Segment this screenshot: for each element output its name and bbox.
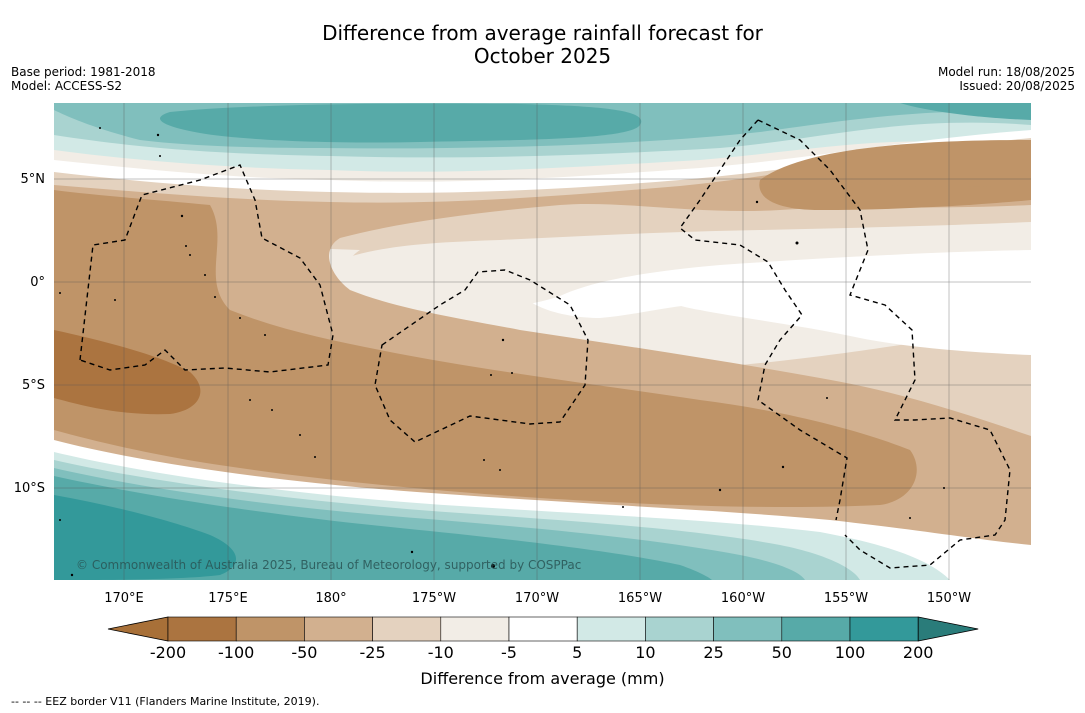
- graticule: [54, 103, 1031, 580]
- colorbar-tick-label: -200: [149, 643, 187, 662]
- lat-label-5n: 5°N: [21, 172, 46, 187]
- lon-label-170e: 170°E: [104, 591, 144, 606]
- colorbar-tick-label: -5: [501, 643, 517, 662]
- lon-label-165w: 165°W: [618, 591, 662, 606]
- lon-label-170w: 170°W: [515, 591, 559, 606]
- colorbar-segment: [576, 616, 646, 642]
- lat-label-5s: 5°S: [22, 378, 45, 393]
- latitude-labels: 5°N 0° 5°S 10°S: [14, 172, 45, 496]
- eez-borders: [79, 119, 1011, 569]
- lon-label-180: 180°: [315, 591, 346, 606]
- colorbar-tick-label: 50: [771, 643, 792, 662]
- longitude-labels: 170°E 175°E 180° 175°W 170°W 165°W 160°W…: [104, 591, 971, 606]
- colorbar-tick-label: 200: [902, 643, 934, 662]
- model-run-date: Model run: 18/08/2025: [937, 65, 1075, 79]
- colorbar-tick-label: -50: [291, 643, 318, 662]
- colorbar-segment: [167, 616, 237, 642]
- colorbar-tick-label: 5: [572, 643, 583, 662]
- colorbar-tick-label: -10: [427, 643, 454, 662]
- lon-label-155w: 155°W: [824, 591, 868, 606]
- colorbar-segment: [235, 616, 305, 642]
- colorbar-segment: [508, 616, 578, 642]
- colorbar-tick-label: -25: [359, 643, 386, 662]
- colorbar-tick-label: 25: [703, 643, 724, 662]
- model-name: Model: ACCESS-S2: [11, 79, 123, 93]
- base-period: Base period: 1981-2018: [11, 65, 156, 79]
- issued-date: Issued: 20/08/2025: [959, 79, 1075, 93]
- lat-label-0: 0°: [30, 275, 45, 290]
- colorbar-segment: [713, 616, 783, 642]
- eez-legend-footer: -- -- -- EEZ border V11 (Flanders Marine…: [11, 695, 320, 708]
- lon-label-160w: 160°W: [721, 591, 765, 606]
- islands: [59, 127, 945, 577]
- colorbar-segment: [440, 616, 510, 642]
- colorbar-title: Difference from average (mm): [420, 669, 665, 688]
- map-title-line-2: October 2025: [473, 44, 612, 68]
- map-title-line-1: Difference from average rainfall forecas…: [322, 21, 763, 45]
- map-fill: [54, 103, 1031, 580]
- lon-label-175e: 175°E: [208, 591, 248, 606]
- colorbar-segment: [781, 616, 851, 642]
- colorbar-segment: [645, 616, 714, 642]
- colorbar-tick-label: 100: [834, 643, 866, 662]
- colorbar-tick-label: -100: [218, 643, 255, 662]
- colorbar-segment: [849, 616, 919, 642]
- colorbar-segment: [372, 616, 442, 642]
- colorbar: [107, 616, 979, 642]
- colorbar-tick-label: 10: [635, 643, 656, 662]
- colorbar-extend-low: [107, 616, 169, 642]
- lat-label-10s: 10°S: [14, 481, 45, 496]
- meta-right: Model run: 18/08/2025 Issued: 20/08/2025: [938, 65, 1075, 93]
- colorbar-segment: [304, 616, 373, 642]
- meta-left: Base period: 1981-2018 Model: ACCESS-S2: [11, 65, 156, 93]
- lon-label-150w: 150°W: [927, 591, 971, 606]
- lon-label-175w: 175°W: [412, 591, 456, 606]
- copyright-notice: © Commonwealth of Australia 2025, Bureau…: [76, 558, 582, 572]
- colorbar-extend-high: [917, 616, 979, 642]
